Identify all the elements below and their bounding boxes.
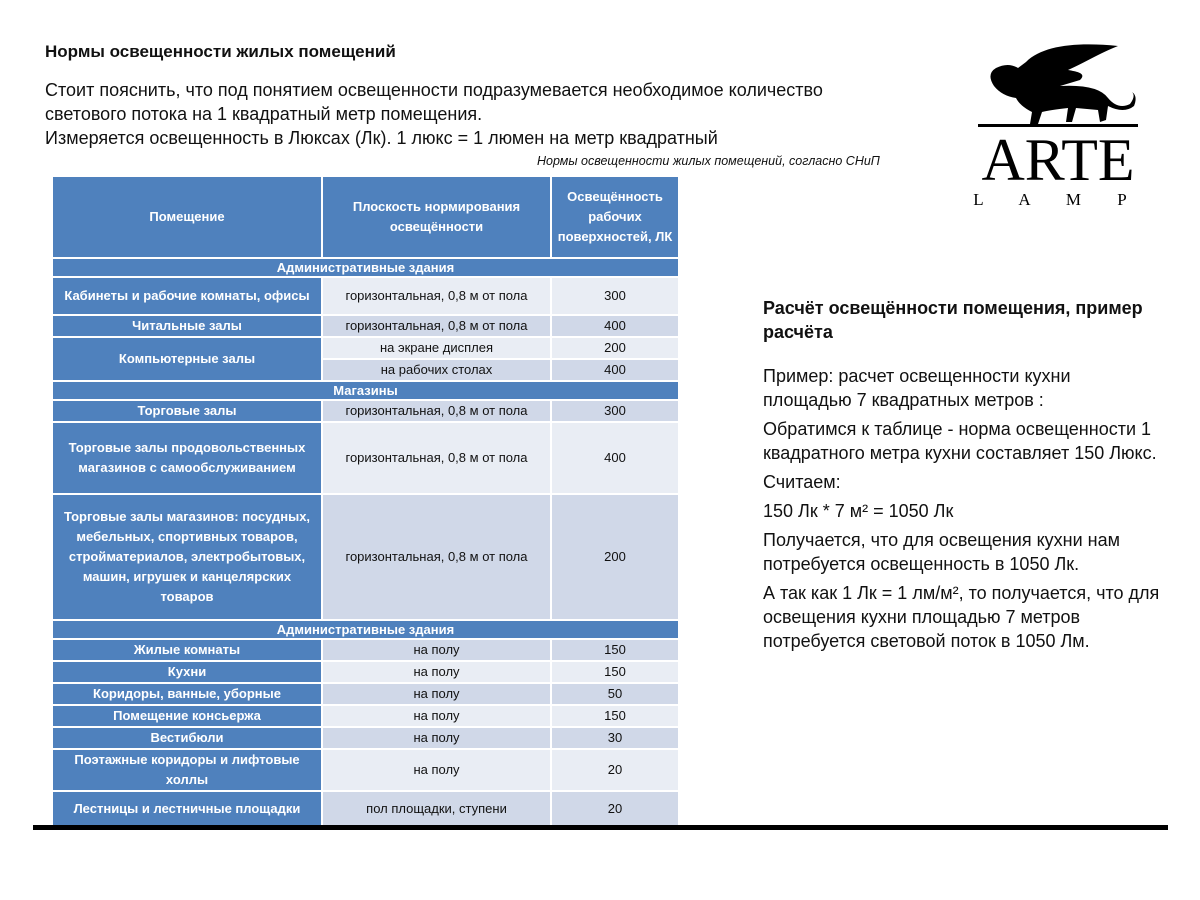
room-cell: Вестибюли xyxy=(53,728,321,748)
lux-cell: 400 xyxy=(552,360,678,380)
plane-cell: на экране дисплея xyxy=(323,338,550,358)
room-cell: Коридоры, ванные, уборные xyxy=(53,684,321,704)
table-row: Торговые залы магазинов: посудных, мебел… xyxy=(53,495,678,619)
table-caption: Нормы освещенности жилых помещений, согл… xyxy=(537,154,880,168)
plane-cell: на полу xyxy=(323,684,550,704)
plane-cell: на полу xyxy=(323,706,550,726)
arte-lamp-logo: ARTE L A M P xyxy=(968,40,1148,215)
intro-line: Измеряется освещенность в Люксах (Лк). 1… xyxy=(45,128,718,148)
bottom-divider xyxy=(33,825,1168,830)
lux-cell: 150 xyxy=(552,640,678,660)
calc-paragraph: А так как 1 Лк = 1 лм/м², то получается,… xyxy=(763,583,1160,651)
lux-cell: 400 xyxy=(552,423,678,493)
room-cell: Жилые комнаты xyxy=(53,640,321,660)
lux-cell: 400 xyxy=(552,316,678,336)
calc-paragraph: Пример: расчет освещенности кухни площад… xyxy=(763,366,1071,410)
lux-cell: 300 xyxy=(552,278,678,314)
plane-cell: на полу xyxy=(323,640,550,660)
section-header: Магазины xyxy=(53,382,678,399)
calc-paragraph: Считаем: xyxy=(763,472,841,492)
table-row: Вестибюли на полу 30 xyxy=(53,728,678,748)
room-cell: Торговые залы продовольственных магазино… xyxy=(53,423,321,493)
room-cell: Кухни xyxy=(53,662,321,682)
calc-formula: 150 Лк * 7 м² = 1050 Лк xyxy=(763,501,954,521)
room-cell: Компьютерные залы xyxy=(53,338,321,380)
col-header-room: Помещение xyxy=(53,177,321,257)
table-row: Кабинеты и рабочие комнаты, офисы горизон… xyxy=(53,278,678,314)
lux-cell: 20 xyxy=(552,792,678,826)
intro-text: Стоит пояснить, что под понятием освещен… xyxy=(45,78,885,150)
col-header-plane: Плоскость нормирования освещённости xyxy=(323,177,550,257)
room-cell: Читальные залы xyxy=(53,316,321,336)
plane-cell: горизонтальная, 0,8 м от пола xyxy=(323,316,550,336)
lux-cell: 30 xyxy=(552,728,678,748)
lux-cell: 150 xyxy=(552,662,678,682)
intro-line: Стоит пояснить, что под понятием освещен… xyxy=(45,80,823,124)
table-row: Компьютерные залы на экране дисплея 200 xyxy=(53,338,678,380)
table-row: Торговые залы продовольственных магазино… xyxy=(53,423,678,493)
room-cell: Торговые залы магазинов: посудных, мебел… xyxy=(53,495,321,619)
section-header: Административные здания xyxy=(53,259,678,276)
plane-cell: на рабочих столах xyxy=(323,360,550,380)
calc-paragraph: Обратимся к таблице - норма освещенности… xyxy=(763,419,1157,463)
calculation-example: Расчёт освещённости помещения, пример ра… xyxy=(763,296,1163,658)
room-cell: Лестницы и лестничные площадки xyxy=(53,792,321,826)
table-row: Кухни на полу 150 xyxy=(53,662,678,682)
plane-cell: горизонтальная, 0,8 м от пола xyxy=(323,278,550,314)
plane-cell: на полу xyxy=(323,662,550,682)
logo-sub: L A M P xyxy=(973,190,1142,209)
page-title: Нормы освещенности жилых помещений xyxy=(45,42,396,61)
plane-cell: горизонтальная, 0,8 м от пола xyxy=(323,423,550,493)
table-row: Коридоры, ванные, уборные на полу 50 xyxy=(53,684,678,704)
calc-paragraph: Получается, что для освещения кухни нам … xyxy=(763,530,1120,574)
plane-cell: горизонтальная, 0,8 м от пола xyxy=(323,495,550,619)
room-cell: Кабинеты и рабочие комнаты, офисы xyxy=(53,278,321,314)
winged-lion-icon: ARTE L A M P xyxy=(973,44,1142,209)
table-row: Помещение консьержа на полу 150 xyxy=(53,706,678,726)
illumination-table: Помещение Плоскость нормирования освещён… xyxy=(51,175,680,828)
plane-cell: на полу xyxy=(323,728,550,748)
table-row: Читальные залы горизонтальная, 0,8 м от п… xyxy=(53,316,678,336)
room-cell: Помещение консьержа xyxy=(53,706,321,726)
logo-brand: ARTE xyxy=(981,127,1134,193)
room-cell: Поэтажные коридоры и лифтовые холлы xyxy=(53,750,321,790)
table-row: на рабочих столах 400 xyxy=(53,360,678,380)
plane-cell: на полу xyxy=(323,750,550,790)
lux-cell: 200 xyxy=(552,338,678,358)
section-header: Административные здания xyxy=(53,621,678,638)
table-row: Жилые комнаты на полу 150 xyxy=(53,640,678,660)
table-row: Лестницы и лестничные площадки пол площад… xyxy=(53,792,678,826)
lux-cell: 200 xyxy=(552,495,678,619)
room-cell: Торговые залы xyxy=(53,401,321,421)
plane-cell: пол площадки, ступени xyxy=(323,792,550,826)
lux-cell: 300 xyxy=(552,401,678,421)
lux-cell: 20 xyxy=(552,750,678,790)
lux-cell: 150 xyxy=(552,706,678,726)
table-row: Торговые залы горизонтальная, 0,8 м от по… xyxy=(53,401,678,421)
plane-cell: горизонтальная, 0,8 м от пола xyxy=(323,401,550,421)
col-header-lux: Освещённость рабочих поверхностей, ЛК xyxy=(552,177,678,257)
lux-cell: 50 xyxy=(552,684,678,704)
calc-heading: Расчёт освещённости помещения, пример ра… xyxy=(763,298,1143,342)
table-row: Поэтажные коридоры и лифтовые холлы на по… xyxy=(53,750,678,790)
